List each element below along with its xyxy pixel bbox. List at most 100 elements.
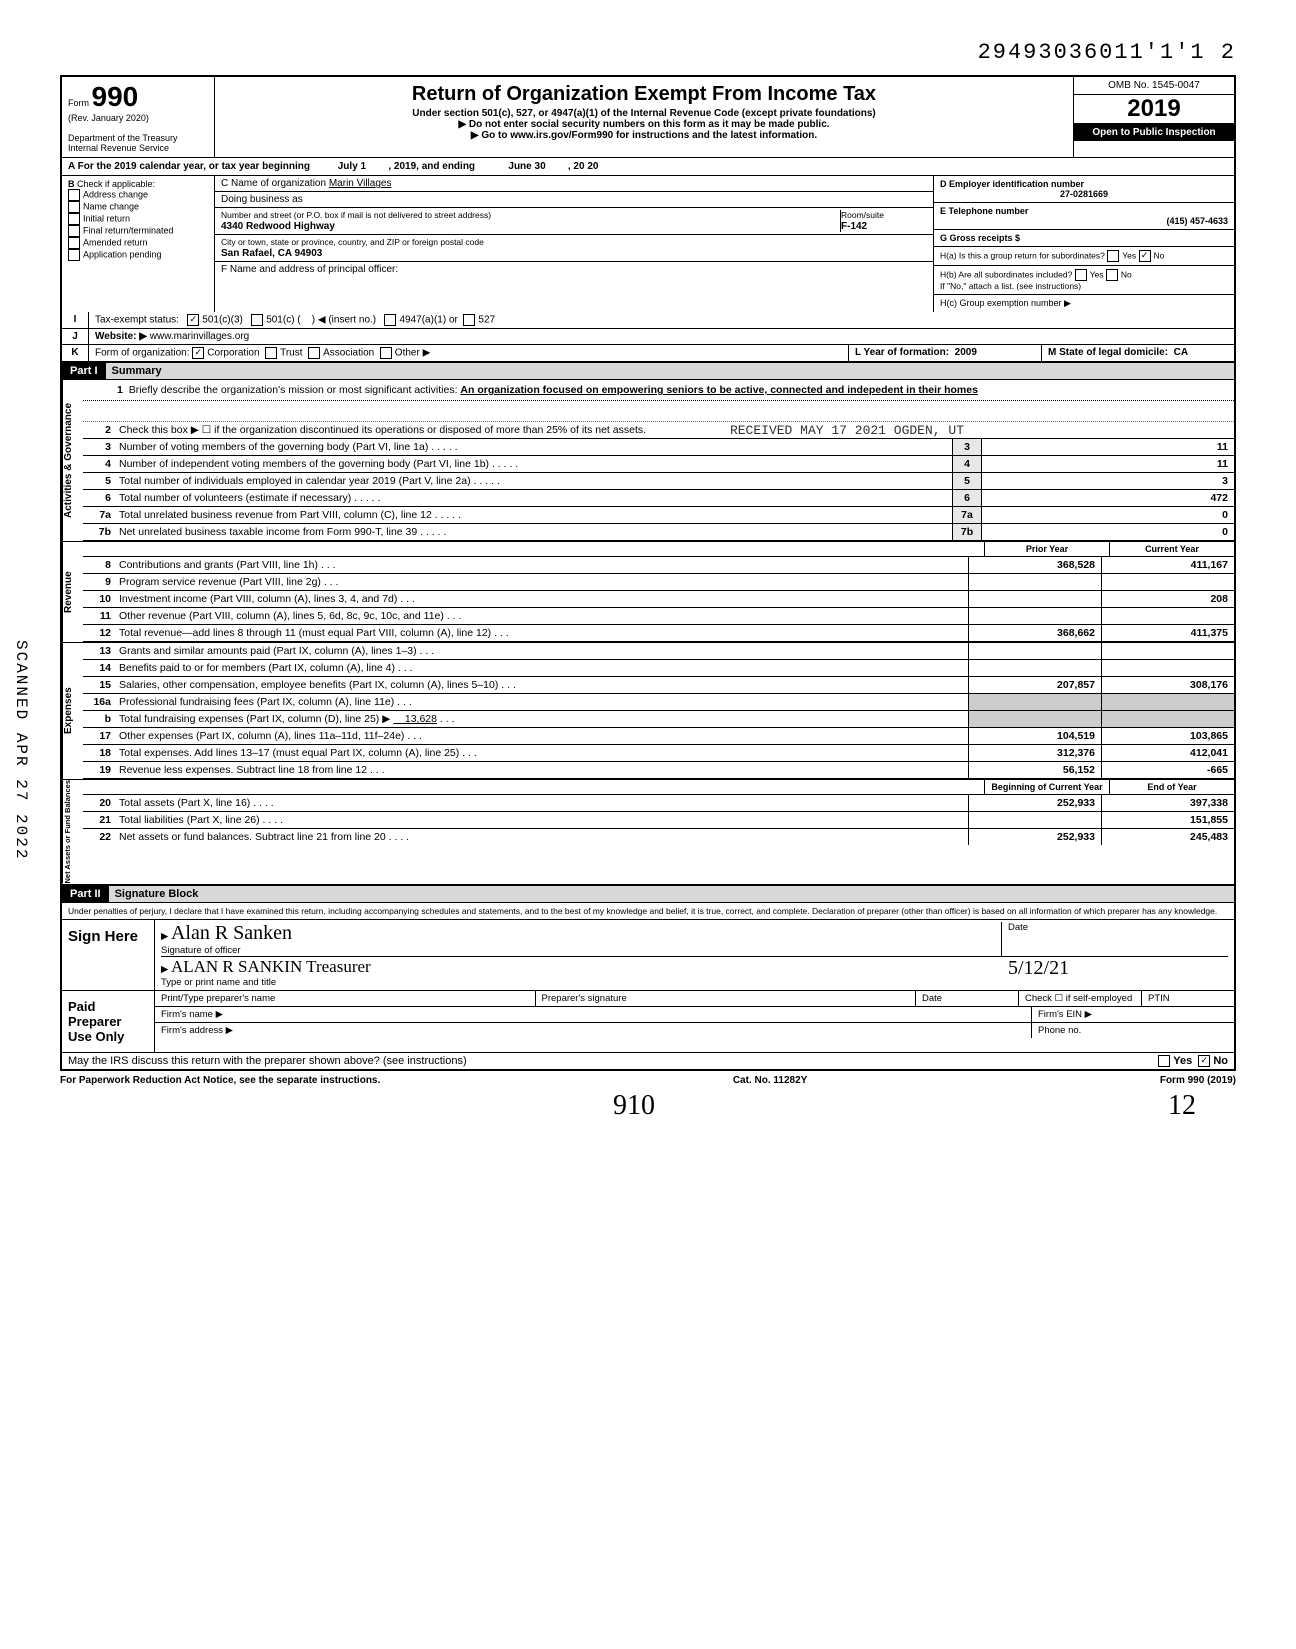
prior-year-hdr: Prior Year: [984, 542, 1109, 556]
ein-value: 27-0281669: [940, 189, 1228, 199]
revenue-block: Revenue Prior Year Current Year 8Contrib…: [60, 541, 1236, 642]
chk-assoc[interactable]: [308, 347, 320, 359]
line-6-value: 472: [981, 490, 1234, 506]
line-14: 14Benefits paid to or for members (Part …: [83, 660, 1234, 677]
chk-501c3[interactable]: ✓: [187, 314, 199, 326]
year-formation-label: L Year of formation:: [855, 347, 949, 358]
officer-label: F Name and address of principal officer:: [221, 264, 398, 275]
state-domicile-label: M State of legal domicile:: [1048, 347, 1168, 358]
row-j: J Website: ▶ www.marinvillages.org: [60, 329, 1236, 345]
city-value: San Rafael, CA 94903: [221, 248, 322, 259]
line-22-begin: 252,933: [968, 829, 1101, 845]
h1a-label: H(a) Is this a group return for subordin…: [940, 250, 1105, 260]
row-k-letter: K: [62, 345, 89, 361]
tab-expenses: Expenses: [62, 643, 83, 779]
footer-right: Form 990 (2019): [1160, 1075, 1236, 1086]
chk-address-change[interactable]: [68, 189, 80, 201]
line-8-prior: 368,528: [968, 557, 1101, 573]
line-2-text: Check this box ▶ ☐ if the organization d…: [117, 422, 1234, 438]
chk-discuss-no[interactable]: ✓: [1198, 1055, 1210, 1067]
line-13-prior: [968, 643, 1101, 659]
form-rev: (Rev. January 2020): [68, 113, 149, 123]
row-k-label: Form of organization:: [95, 348, 190, 359]
chk-app-pending[interactable]: [68, 249, 80, 261]
chk-527[interactable]: [463, 314, 475, 326]
irs-label: Internal Revenue Service: [68, 143, 169, 153]
firm-ein-label: Firm's EIN ▶: [1031, 1007, 1234, 1022]
row-a-mid: , 2019, and ending: [388, 161, 475, 172]
handwritten-left: 910: [613, 1090, 655, 1122]
line-16a-current: [1101, 694, 1234, 710]
line-16a: 16aProfessional fundraising fees (Part I…: [83, 694, 1234, 711]
row-k: K Form of organization: ✓Corporation Tru…: [60, 345, 1236, 363]
line-18-prior: 312,376: [968, 745, 1101, 761]
firm-phone-label: Phone no.: [1031, 1023, 1234, 1038]
chk-initial-return[interactable]: [68, 213, 80, 225]
row-a-tax-year: A For the 2019 calendar year, or tax yea…: [60, 157, 1236, 176]
line-20-end: 397,338: [1101, 795, 1234, 811]
line-1-mission: 1 Briefly describe the organization's mi…: [83, 380, 1234, 401]
chk-4947[interactable]: [384, 314, 396, 326]
line-14-current: [1101, 660, 1234, 676]
chk-corp[interactable]: ✓: [192, 347, 204, 359]
chk-h1a-no[interactable]: ✓: [1139, 250, 1151, 262]
line-22-end: 245,483: [1101, 829, 1234, 845]
chk-trust[interactable]: [265, 347, 277, 359]
line-5-cellno: 5: [952, 473, 981, 489]
chk-amended[interactable]: [68, 237, 80, 249]
row-j-letter: J: [62, 329, 89, 344]
lbl-address-change: Address change: [83, 189, 148, 199]
dba-label: Doing business as: [221, 194, 303, 205]
line-5-num: 5: [83, 473, 117, 489]
line-17-text: Other expenses (Part IX, column (A), lin…: [117, 728, 968, 744]
line-3-value: 11: [981, 439, 1234, 455]
open-to-public: Open to Public Inspection: [1074, 124, 1234, 141]
chk-final-return[interactable]: [68, 225, 80, 237]
mission-label: Briefly describe the organization's miss…: [129, 384, 458, 396]
line-5-value: 3: [981, 473, 1234, 489]
chk-h1b-yes[interactable]: [1075, 269, 1087, 281]
line-19-num: 19: [83, 762, 117, 778]
opt-501c-b: ) ◀ (insert no.): [312, 315, 376, 326]
line-8-current: 411,167: [1101, 557, 1234, 573]
org-name-label: C Name of organization: [221, 178, 326, 189]
line-7a-cellno: 7a: [952, 507, 981, 523]
line-3-text: Number of voting members of the governin…: [117, 439, 952, 455]
form-subtitle-1: Under section 501(c), 527, or 4947(a)(1)…: [221, 108, 1067, 119]
balance-col-headers: Beginning of Current Year End of Year: [83, 780, 1234, 795]
opt-4947: 4947(a)(1) or: [399, 315, 457, 326]
org-name: Marin Villages: [329, 178, 392, 189]
footer-mid: Cat. No. 11282Y: [733, 1075, 807, 1086]
end-year-hdr: End of Year: [1109, 780, 1234, 794]
chk-501c[interactable]: [251, 314, 263, 326]
form-label: Form: [68, 98, 89, 108]
firm-name-label: Firm's name ▶: [155, 1007, 1031, 1022]
line-15-current: 308,176: [1101, 677, 1234, 693]
line-7a-text: Total unrelated business revenue from Pa…: [117, 507, 952, 523]
city-label: City or town, state or province, country…: [221, 237, 484, 247]
line-6-num: 6: [83, 490, 117, 506]
street-value: 4340 Redwood Highway: [221, 221, 335, 232]
col-b-checkboxes: B Check if applicable: Address change Na…: [62, 176, 215, 312]
phone-value: (415) 457-4633: [940, 216, 1228, 226]
chk-name-change[interactable]: [68, 201, 80, 213]
line-18-current: 412,041: [1101, 745, 1234, 761]
dept-treasury: Department of the Treasury: [68, 133, 178, 143]
chk-other[interactable]: [380, 347, 392, 359]
chk-h1b-no[interactable]: [1106, 269, 1118, 281]
revenue-col-headers: Prior Year Current Year: [83, 542, 1234, 557]
line-19-text: Revenue less expenses. Subtract line 18 …: [117, 762, 968, 778]
line-20-text: Total assets (Part X, line 16) . . . .: [117, 795, 968, 811]
chk-h1a-yes[interactable]: [1107, 250, 1119, 262]
lbl-app-pending: Application pending: [83, 249, 162, 259]
row-i: I Tax-exempt status: ✓501(c)(3) 501(c) (…: [60, 312, 1236, 329]
line-20-begin: 252,933: [968, 795, 1101, 811]
sign-here-label: Sign Here: [62, 920, 155, 990]
line-19-prior: 56,152: [968, 762, 1101, 778]
line-7b-cellno: 7b: [952, 524, 981, 540]
net-assets-block: Net Assets or Fund Balances Beginning of…: [60, 779, 1236, 886]
chk-discuss-yes[interactable]: [1158, 1055, 1170, 1067]
activities-governance-block: Activities & Governance 1 Briefly descri…: [60, 380, 1236, 541]
opt-corp: Corporation: [207, 348, 259, 359]
line-b-current: [1101, 711, 1234, 727]
